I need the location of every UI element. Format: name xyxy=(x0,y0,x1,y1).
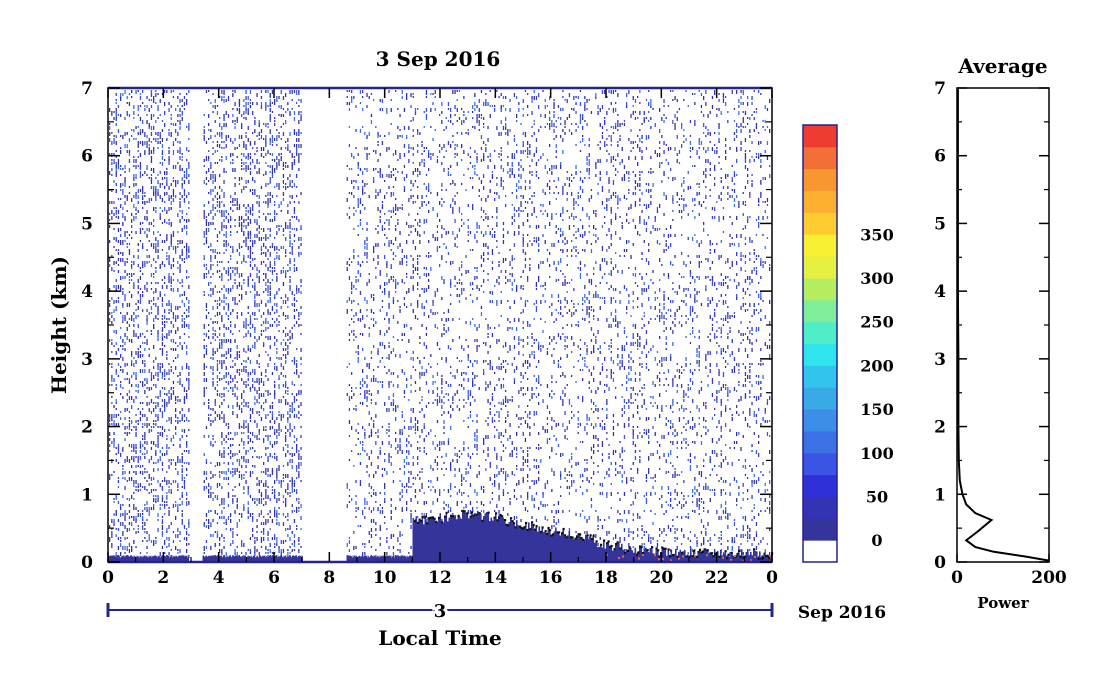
main-x-axis-label: Local Time xyxy=(378,626,501,650)
profile-y-tick-label: 0 xyxy=(934,553,946,573)
x-tick-label: 8 xyxy=(323,568,335,588)
colorbar-cell xyxy=(803,343,837,366)
y-tick-label: 0 xyxy=(81,553,93,573)
profile-y-tick-label: 4 xyxy=(934,282,946,302)
heatmap-speckle-layer xyxy=(109,90,771,559)
profile-axes: 0 1 2 3 4 5 6 7 0 200 xyxy=(934,79,1067,588)
profile-x-tick-label: 200 xyxy=(1031,568,1067,588)
x-tick-label: 20 xyxy=(649,568,673,588)
profile-y-tick-label: 6 xyxy=(934,147,946,167)
colorbar-cell xyxy=(803,430,837,454)
colorbar-cell xyxy=(803,234,837,257)
y-tick-label: 4 xyxy=(81,282,93,302)
profile-frame xyxy=(956,87,1050,563)
colorbar-cell xyxy=(803,321,837,344)
colorbar-tick-label: 0 xyxy=(871,531,882,550)
heatmap-area xyxy=(108,90,774,562)
colorbar-cell xyxy=(803,496,837,519)
x-tick-label: 6 xyxy=(268,568,280,588)
colorbar-tick-label: 350 xyxy=(860,225,893,244)
colorbar-tick-label: 150 xyxy=(860,400,893,419)
colorbar-cell xyxy=(803,190,837,213)
colorbar-cell xyxy=(803,474,837,497)
profile-y-tick-label: 3 xyxy=(934,350,946,370)
heatmap-strong-echo xyxy=(606,553,772,562)
colorbar-tick-label: 100 xyxy=(860,444,893,463)
colorbar-tick-label: 200 xyxy=(860,356,893,375)
profile-title: Average xyxy=(957,54,1047,78)
date-axis: 3 Sep 2016 xyxy=(106,598,886,625)
colorbar-cell xyxy=(803,365,837,388)
colorbar-cell xyxy=(803,168,837,192)
main-y-axis-label: Height (km) xyxy=(47,256,71,394)
x-tick-label: 18 xyxy=(594,568,618,588)
heatmap-speckle-layer xyxy=(109,90,771,559)
main-chart-title: 3 Sep 2016 xyxy=(376,47,501,71)
profile-y-tick-label: 5 xyxy=(934,214,946,234)
x-tick-label: 12 xyxy=(428,568,452,588)
x-tick-label: 22 xyxy=(705,568,729,588)
profile-y-tick-label: 1 xyxy=(934,485,946,505)
x-tick-label: 14 xyxy=(483,568,507,588)
profile-x-axis-label: Power xyxy=(977,594,1029,612)
colorbar-cell xyxy=(803,540,837,563)
colorbar-cell xyxy=(803,256,837,279)
colorbar-cell xyxy=(803,518,837,541)
colorbar-cell xyxy=(803,125,837,148)
colorbar: 0 50 100 150 200 250 300 350 xyxy=(802,124,894,563)
profile-y-tick-label: 7 xyxy=(934,79,946,99)
colorbar-tick-label: 250 xyxy=(860,313,893,332)
y-tick-label: 6 xyxy=(81,147,93,167)
profile-y-tick-label: 2 xyxy=(934,418,946,438)
y-tick-label: 2 xyxy=(81,418,93,438)
heatmap-boundary-edge xyxy=(414,509,774,560)
profile-line xyxy=(956,88,1050,562)
colorbar-cell xyxy=(803,452,837,476)
x-tick-label: 0 xyxy=(766,568,778,588)
colorbar-cell xyxy=(803,146,837,170)
colorbar-cell xyxy=(803,277,837,301)
y-tick-label: 7 xyxy=(81,79,93,99)
profile-x-tick-label: 0 xyxy=(951,568,963,588)
colorbar-cell xyxy=(803,212,837,235)
colorbar-cell xyxy=(803,409,837,432)
date-day-label: 3 xyxy=(434,601,447,622)
colorbar-tick-label: 300 xyxy=(860,269,893,288)
date-month-label: Sep 2016 xyxy=(798,603,886,623)
x-tick-label: 2 xyxy=(157,568,169,588)
colorbar-frame xyxy=(802,124,838,563)
y-tick-label: 5 xyxy=(81,214,93,234)
colorbar-cell xyxy=(803,387,837,410)
colorbar-cell xyxy=(803,299,837,323)
x-tick-label: 4 xyxy=(213,568,225,588)
y-tick-label: 3 xyxy=(81,350,93,370)
x-tick-label: 0 xyxy=(102,568,114,588)
x-tick-label: 16 xyxy=(539,568,563,588)
y-tick-label: 1 xyxy=(81,485,93,505)
x-tick-label: 10 xyxy=(373,568,397,588)
colorbar-tick-label: 50 xyxy=(866,487,888,506)
